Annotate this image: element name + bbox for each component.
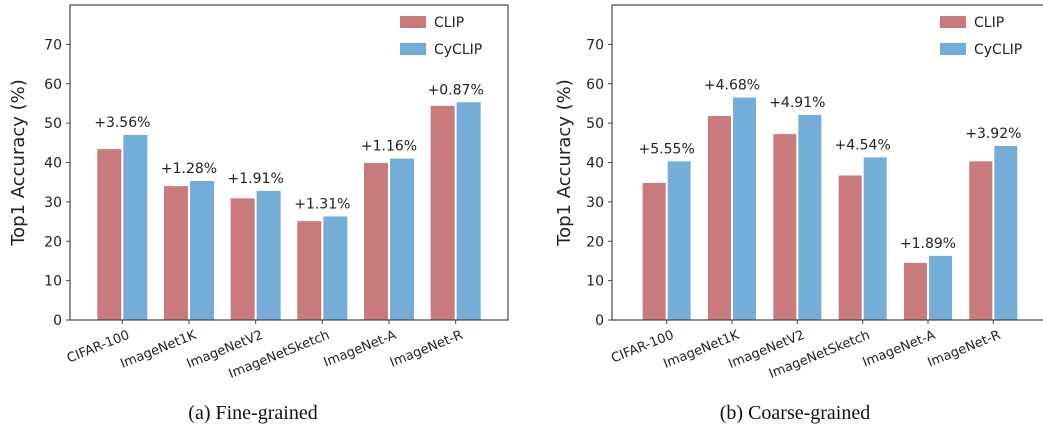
improvement-label: +3.56% — [94, 115, 150, 131]
legend-label-clip: CLIP — [974, 15, 1004, 31]
y-tick-label: 30 — [586, 195, 604, 211]
bar-cyclip-imagenet-r — [994, 145, 1018, 320]
bar-cyclip-imagenet1k — [190, 181, 214, 320]
improvement-label: +1.91% — [228, 171, 284, 187]
bar-clip-cifar-100 — [642, 182, 666, 320]
bar-clip-imagenet-a — [364, 162, 388, 320]
y-tick-label: 40 — [586, 156, 604, 172]
improvement-label: +1.89% — [900, 236, 956, 252]
improvement-label: +0.87% — [428, 82, 484, 98]
bar-clip-imagenetv2 — [230, 198, 255, 320]
x-tick-label: ImageNet-A — [861, 328, 938, 371]
bar-cyclip-cifar-100 — [123, 134, 148, 320]
legend-label-cyclip: CyCLIP — [434, 42, 482, 58]
bar-clip-imagenetv2 — [773, 134, 797, 320]
legend-swatch-cyclip — [940, 43, 966, 55]
improvement-label: +1.28% — [161, 161, 217, 177]
y-tick-label: 20 — [44, 234, 62, 250]
improvement-label: +1.16% — [361, 139, 417, 155]
bar-cyclip-imagenetv2 — [256, 190, 281, 320]
improvement-label: +4.68% — [704, 78, 760, 94]
bar-cyclip-imagenetsketch — [863, 157, 887, 320]
y-tick-label: 30 — [44, 195, 62, 211]
y-axis-label: Top1 Accuracy (%) — [8, 79, 29, 247]
legend-label-cyclip: CyCLIP — [974, 42, 1022, 58]
y-axis-label: Top1 Accuracy (%) — [554, 79, 575, 247]
bar-clip-imagenetsketch — [297, 221, 322, 320]
bar-clip-cifar-100 — [97, 149, 122, 320]
y-tick-label: 40 — [44, 156, 62, 172]
y-tick-label: 70 — [586, 37, 604, 53]
plot-frame — [69, 4, 509, 321]
x-tick-label: ImageNet-R — [388, 328, 465, 371]
bar-cyclip-imagenet-a — [929, 255, 952, 320]
bar-clip-imagenetsketch — [838, 175, 862, 320]
y-tick-label: 0 — [53, 313, 62, 329]
bar-clip-imagenet-a — [904, 262, 927, 320]
plot-frame — [611, 4, 1043, 321]
bar-cyclip-imagenetsketch — [323, 216, 348, 320]
bar-clip-imagenet1k — [708, 116, 731, 320]
improvement-label: +1.31% — [294, 196, 350, 212]
y-tick-label: 70 — [44, 37, 62, 53]
bar-clip-imagenet1k — [164, 186, 188, 320]
improvement-label: +3.92% — [965, 126, 1021, 142]
legend-swatch-cyclip — [400, 43, 426, 55]
bar-cyclip-imagenet-r — [456, 102, 481, 320]
y-tick-label: 0 — [595, 313, 604, 329]
bar-cyclip-cifar-100 — [667, 161, 691, 320]
y-tick-label: 20 — [586, 234, 604, 250]
bar-clip-imagenet-r — [430, 105, 455, 320]
x-tick-label: ImageNet-A — [322, 328, 399, 371]
y-tick-label: 10 — [44, 274, 62, 290]
y-tick-label: 60 — [44, 77, 62, 93]
y-tick-label: 60 — [586, 77, 604, 93]
bar-clip-imagenet-r — [969, 161, 993, 320]
caption-b: (b) Coarse-grained — [719, 402, 871, 424]
improvement-label: +4.91% — [769, 95, 825, 111]
bar-cyclip-imagenet1k — [733, 97, 756, 320]
y-tick-label: 50 — [586, 116, 604, 132]
legend-swatch-clip — [940, 16, 966, 28]
improvement-label: +4.54% — [835, 137, 891, 153]
legend-label-clip: CLIP — [434, 15, 464, 31]
improvement-label: +5.55% — [639, 141, 695, 157]
bar-cyclip-imagenetv2 — [798, 114, 822, 320]
legend-swatch-clip — [400, 16, 426, 28]
y-tick-label: 10 — [586, 274, 604, 290]
x-tick-label: ImageNet-R — [926, 328, 1003, 371]
y-tick-label: 50 — [44, 116, 62, 132]
caption-a: (a) Fine-grained — [188, 402, 318, 424]
bar-cyclip-imagenet-a — [390, 158, 414, 320]
